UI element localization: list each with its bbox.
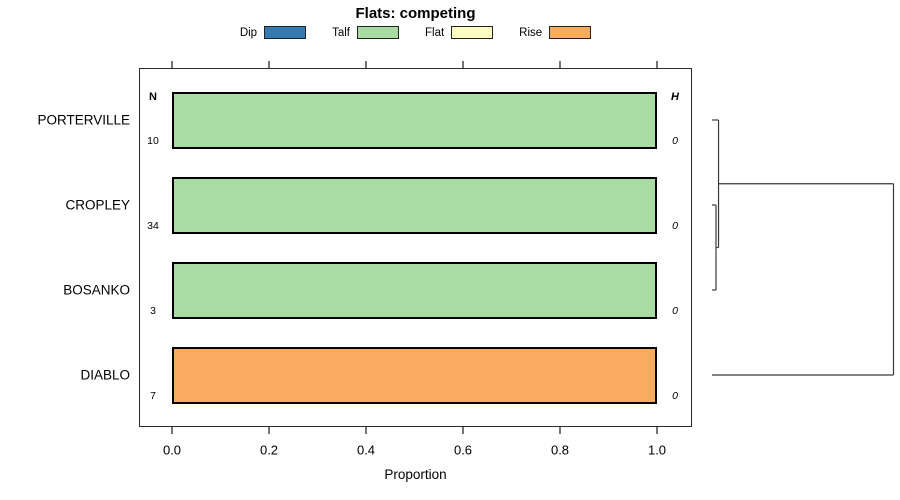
legend-label: Rise <box>519 26 543 39</box>
legend-item-dip: Dip <box>239 26 307 39</box>
bar-segment-rise <box>172 346 657 404</box>
bar-segment-talf <box>172 176 657 234</box>
n-value: 10 <box>147 134 159 147</box>
plot-title: Flats: competing <box>355 5 476 22</box>
n-column-header: N <box>149 91 157 103</box>
h-value: 0 <box>672 219 678 232</box>
n-value: 3 <box>150 304 156 317</box>
y-axis-label: BOSANKO <box>63 282 130 298</box>
h-value: 0 <box>672 134 678 147</box>
x-tick-label: 0.6 <box>453 442 473 458</box>
legend-label: Flat <box>424 26 445 39</box>
legend-item-flat: Flat <box>424 26 494 39</box>
legend-item-rise: Rise <box>519 26 592 39</box>
n-value: 7 <box>150 389 156 402</box>
legend-item-talf: Talf <box>332 26 399 39</box>
h-column-header: H <box>671 91 679 103</box>
x-tick-label: 0.2 <box>259 442 279 458</box>
y-axis-label: DIABLO <box>80 367 130 383</box>
h-value: 0 <box>672 304 678 317</box>
y-axis-label: CROPLEY <box>65 197 130 213</box>
x-axis-title: Proportion <box>384 467 447 482</box>
bar-segment-talf <box>172 261 657 319</box>
x-tick-label: 0.8 <box>550 442 570 458</box>
x-tick-label: 0.0 <box>162 442 182 458</box>
y-axis-label: PORTERVILLE <box>37 112 130 128</box>
legend: Dip Talf Flat Rise <box>139 26 692 39</box>
legend-swatch <box>549 26 592 39</box>
legend-swatch <box>451 26 494 39</box>
legend-swatch <box>356 26 399 39</box>
legend-label: Talf <box>332 26 350 39</box>
legend-label: Dip <box>239 26 258 39</box>
h-value: 0 <box>672 389 678 402</box>
n-value: 34 <box>147 219 159 232</box>
x-tick-label: 1.0 <box>647 442 667 458</box>
legend-swatch <box>264 26 307 39</box>
bar-segment-talf <box>172 91 657 149</box>
x-tick-label: 0.4 <box>356 442 376 458</box>
